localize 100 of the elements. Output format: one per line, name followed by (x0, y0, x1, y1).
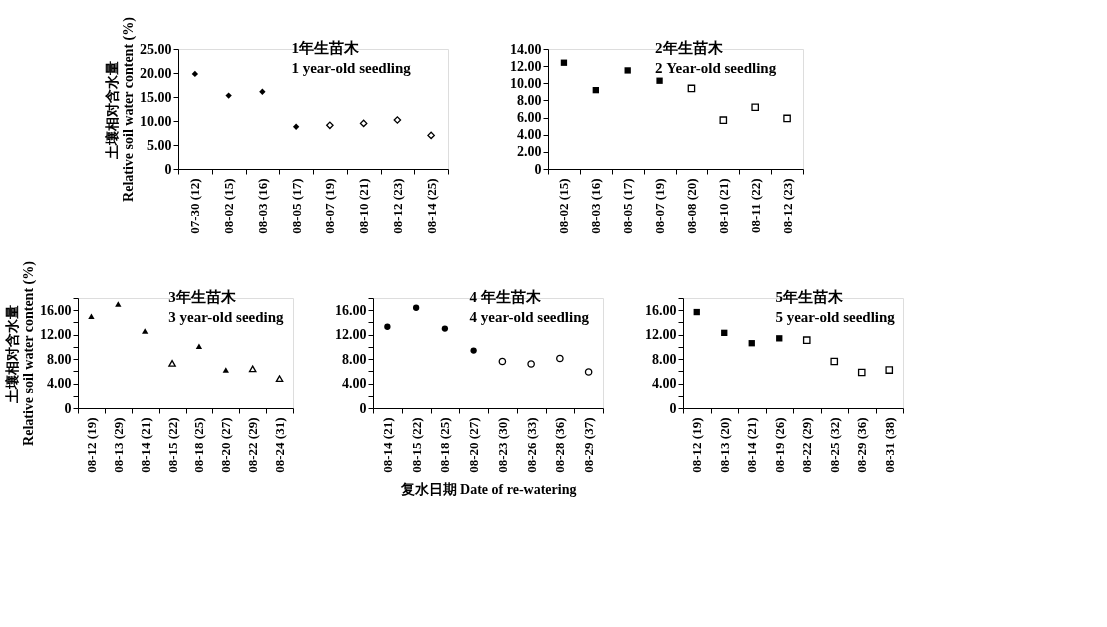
point (783, 114, 791, 123)
y-tick-label: 12.00 (645, 327, 677, 343)
x-tick-label: 08-22 (29) (245, 417, 261, 473)
x-tick-label: 08-15 (22) (408, 417, 424, 473)
y-tick-label: 8.00 (652, 351, 677, 367)
point (191, 70, 199, 78)
x-tick-label: 08-25 (32) (826, 417, 842, 473)
x-tick-label: 08-19 (26) (771, 417, 787, 473)
y-tick-label: 5.00 (147, 137, 172, 153)
x-tick-label: 08-14 (21) (137, 417, 153, 473)
x-tick-label: 08-05 (17) (288, 178, 304, 234)
y-tick-label: 6.00 (517, 110, 542, 126)
x-tick-label: 08-14 (21) (744, 417, 760, 473)
x-tick-label: 08-08 (20) (683, 178, 699, 234)
point (470, 347, 477, 354)
point (393, 116, 402, 124)
x-tick-label: 08-20 (27) (466, 417, 482, 473)
point (168, 360, 176, 367)
point (592, 86, 599, 94)
y-tick-label: 20.00 (140, 65, 172, 81)
y-axis-title: 土壤相对含水量 Relative soil water content (%) (4, 260, 37, 446)
y-tick-label: 8.00 (517, 92, 542, 108)
point (222, 367, 229, 373)
y-tick-label: 8.00 (342, 351, 367, 367)
point (776, 335, 783, 342)
point (275, 375, 284, 383)
x-tick-label: 08-12 (19) (689, 417, 705, 473)
x-tick-label: 08-13 (20) (716, 417, 732, 473)
point (88, 313, 95, 320)
point (556, 354, 564, 363)
y-tick-label: 4.00 (47, 376, 72, 392)
y-tick-label: 4.00 (517, 127, 542, 143)
y-tick-label: 8.00 (47, 351, 72, 367)
y-tick-label: 16.00 (645, 302, 677, 318)
point (560, 59, 568, 66)
x-axis-title: 复水日期 Date of re-watering (399, 481, 577, 497)
point (412, 304, 420, 311)
y-tick-label: 12.00 (40, 327, 72, 343)
point (292, 123, 300, 130)
y-tick-label: 0 (64, 400, 72, 416)
x-tick-label: 08-29 (36) (854, 417, 870, 473)
point (527, 360, 535, 368)
point (142, 328, 149, 334)
y-tick-label: 12.00 (335, 327, 367, 343)
point (225, 92, 232, 99)
x-tick-label: 08-26 (33) (523, 417, 539, 473)
x-tick-label: 08-12 (23) (779, 178, 795, 234)
x-tick-label: 08-24 (31) (272, 417, 288, 473)
y-tick-label: 0 (534, 161, 542, 177)
point (719, 116, 728, 124)
x-tick-label: 08-12 (23) (389, 178, 405, 234)
point (427, 131, 435, 140)
x-tick-label: 08-31 (38) (881, 417, 897, 473)
y-tick-label: 0 (669, 400, 677, 416)
y-tick-label: 2.00 (517, 144, 542, 160)
x-tick-label: 08-10 (21) (356, 178, 372, 234)
chart-title: 1年生苗木 1 year-old seedling (291, 40, 412, 76)
y-tick-label: 4.00 (652, 376, 677, 392)
y-tick-label: 15.00 (140, 89, 172, 105)
x-tick-label: 08-20 (27) (218, 417, 234, 473)
point (248, 365, 257, 373)
y-tick-label: 14.00 (510, 41, 542, 57)
point (326, 121, 334, 130)
chart-title: 3年生苗木 3 year-old seeding (168, 289, 285, 325)
point (656, 77, 663, 84)
y-tick-label: 4.00 (342, 376, 367, 392)
point (384, 323, 391, 330)
point (259, 88, 266, 95)
point (721, 329, 728, 336)
point (885, 366, 894, 374)
x-tick-label: 08-02 (15) (221, 178, 237, 234)
x-tick-label: 08-18 (25) (437, 417, 453, 473)
x-tick-label: 08-14 (21) (379, 417, 395, 473)
y-tick-label: 16.00 (335, 302, 367, 318)
x-tick-label: 08-05 (17) (620, 178, 636, 234)
y-tick-label: 25.00 (140, 41, 172, 57)
x-tick-label: 08-02 (15) (556, 178, 572, 234)
x-tick-label: 08-28 (36) (552, 417, 568, 473)
x-tick-label: 08-07 (19) (652, 178, 668, 234)
chart-title: 4 年生苗木 4 year-old seedling (469, 289, 590, 325)
point (857, 368, 866, 377)
point (441, 325, 449, 332)
chart-title: 5年生苗木 5 year-old seedling (775, 289, 896, 325)
y-tick-label: 10.00 (140, 113, 172, 129)
chart-title: 2年生苗木 2 Year-old seedling (655, 40, 777, 76)
x-tick-label: 08-07 (19) (322, 178, 338, 234)
x-tick-label: 08-13 (29) (110, 417, 126, 473)
y-tick-label: 0 (359, 400, 367, 416)
point (195, 343, 203, 350)
point (498, 357, 507, 366)
x-tick-label: 08-22 (29) (799, 417, 815, 473)
x-tick-label: 08-14 (25) (423, 178, 439, 234)
x-tick-label: 08-12 (19) (83, 417, 99, 473)
point (584, 368, 593, 376)
x-tick-label: 08-15 (22) (164, 417, 180, 473)
y-tick-label: 16.00 (40, 302, 72, 318)
x-tick-label: 08-10 (21) (715, 178, 731, 234)
point (693, 308, 700, 316)
point (802, 336, 811, 344)
x-tick-label: 08-18 (25) (191, 417, 207, 473)
